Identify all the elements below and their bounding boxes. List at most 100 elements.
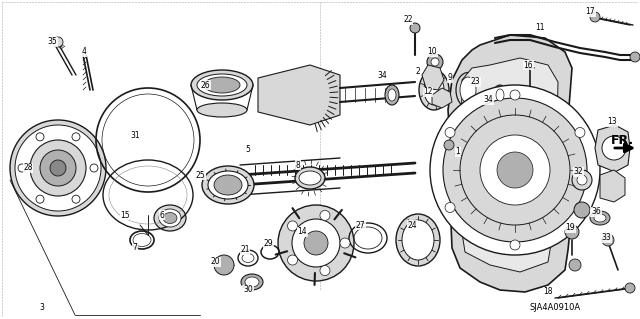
Text: 19: 19 bbox=[565, 224, 575, 233]
Text: 31: 31 bbox=[130, 130, 140, 139]
Text: 4: 4 bbox=[81, 48, 86, 56]
Text: 10: 10 bbox=[427, 48, 437, 56]
Text: 21: 21 bbox=[240, 246, 250, 255]
Ellipse shape bbox=[594, 214, 606, 222]
Polygon shape bbox=[600, 170, 625, 202]
Polygon shape bbox=[448, 35, 572, 292]
Ellipse shape bbox=[241, 274, 263, 290]
Ellipse shape bbox=[388, 89, 396, 101]
Ellipse shape bbox=[197, 103, 247, 117]
Circle shape bbox=[292, 219, 340, 267]
Ellipse shape bbox=[245, 277, 259, 287]
Circle shape bbox=[36, 133, 44, 141]
Text: 25: 25 bbox=[195, 170, 205, 180]
Circle shape bbox=[304, 231, 328, 255]
Text: 18: 18 bbox=[543, 287, 553, 296]
Text: 9: 9 bbox=[447, 73, 452, 83]
Ellipse shape bbox=[202, 166, 254, 204]
Text: 32: 32 bbox=[573, 167, 583, 176]
Circle shape bbox=[287, 255, 298, 265]
Circle shape bbox=[569, 259, 581, 271]
Circle shape bbox=[410, 23, 420, 33]
Text: 6: 6 bbox=[159, 211, 164, 219]
Ellipse shape bbox=[460, 77, 476, 103]
Text: 15: 15 bbox=[120, 211, 130, 219]
Text: 29: 29 bbox=[263, 240, 273, 249]
Ellipse shape bbox=[204, 77, 240, 93]
Text: 2: 2 bbox=[415, 68, 420, 77]
Text: 8: 8 bbox=[296, 160, 300, 169]
Circle shape bbox=[320, 211, 330, 220]
Text: 27: 27 bbox=[355, 220, 365, 229]
Circle shape bbox=[430, 85, 600, 255]
Text: 34: 34 bbox=[483, 95, 493, 105]
Circle shape bbox=[340, 238, 350, 248]
Circle shape bbox=[18, 164, 26, 172]
Text: 30: 30 bbox=[243, 286, 253, 294]
Ellipse shape bbox=[396, 214, 440, 266]
Polygon shape bbox=[432, 88, 452, 108]
Circle shape bbox=[590, 12, 600, 22]
Circle shape bbox=[278, 205, 354, 281]
Text: 3: 3 bbox=[40, 303, 44, 313]
Text: 23: 23 bbox=[470, 78, 480, 86]
Text: 34: 34 bbox=[377, 70, 387, 79]
Text: 7: 7 bbox=[132, 243, 138, 253]
Text: 24: 24 bbox=[407, 220, 417, 229]
Ellipse shape bbox=[299, 171, 321, 185]
Circle shape bbox=[510, 240, 520, 250]
Circle shape bbox=[10, 120, 106, 216]
Circle shape bbox=[40, 150, 76, 186]
Circle shape bbox=[72, 195, 80, 203]
Ellipse shape bbox=[154, 205, 186, 231]
Polygon shape bbox=[258, 65, 340, 125]
Ellipse shape bbox=[197, 74, 247, 96]
Ellipse shape bbox=[163, 212, 177, 224]
Text: 20: 20 bbox=[210, 257, 220, 266]
Text: 16: 16 bbox=[523, 61, 533, 70]
Text: 36: 36 bbox=[591, 207, 601, 217]
Circle shape bbox=[72, 133, 80, 141]
Circle shape bbox=[565, 225, 579, 239]
Ellipse shape bbox=[159, 209, 181, 227]
Circle shape bbox=[577, 175, 587, 185]
Circle shape bbox=[320, 266, 330, 276]
Circle shape bbox=[443, 98, 587, 242]
Circle shape bbox=[50, 160, 66, 176]
Polygon shape bbox=[595, 125, 630, 172]
Text: 5: 5 bbox=[246, 145, 250, 154]
Ellipse shape bbox=[456, 72, 480, 108]
Circle shape bbox=[575, 203, 585, 212]
Circle shape bbox=[287, 221, 298, 231]
Circle shape bbox=[15, 125, 101, 211]
Circle shape bbox=[445, 128, 455, 137]
Text: 17: 17 bbox=[585, 8, 595, 17]
Text: 33: 33 bbox=[601, 234, 611, 242]
Circle shape bbox=[431, 58, 439, 66]
Circle shape bbox=[214, 255, 234, 275]
Ellipse shape bbox=[590, 211, 610, 225]
Circle shape bbox=[36, 195, 44, 203]
Text: 35: 35 bbox=[47, 38, 57, 47]
Circle shape bbox=[30, 140, 86, 196]
Text: 28: 28 bbox=[23, 164, 33, 173]
Ellipse shape bbox=[493, 85, 507, 105]
Text: 14: 14 bbox=[297, 227, 307, 236]
Circle shape bbox=[630, 52, 640, 62]
Text: FR.: FR. bbox=[611, 133, 634, 146]
Text: 1: 1 bbox=[456, 147, 460, 157]
Text: 12: 12 bbox=[423, 87, 433, 97]
Circle shape bbox=[625, 283, 635, 293]
Circle shape bbox=[444, 140, 454, 150]
Circle shape bbox=[445, 203, 455, 212]
Polygon shape bbox=[460, 58, 558, 272]
Text: 13: 13 bbox=[607, 117, 617, 127]
Ellipse shape bbox=[385, 85, 399, 105]
Text: 26: 26 bbox=[200, 80, 210, 90]
Circle shape bbox=[572, 170, 592, 190]
Polygon shape bbox=[422, 65, 444, 90]
Circle shape bbox=[427, 54, 443, 70]
Circle shape bbox=[510, 90, 520, 100]
Circle shape bbox=[602, 234, 614, 246]
Ellipse shape bbox=[214, 175, 242, 195]
